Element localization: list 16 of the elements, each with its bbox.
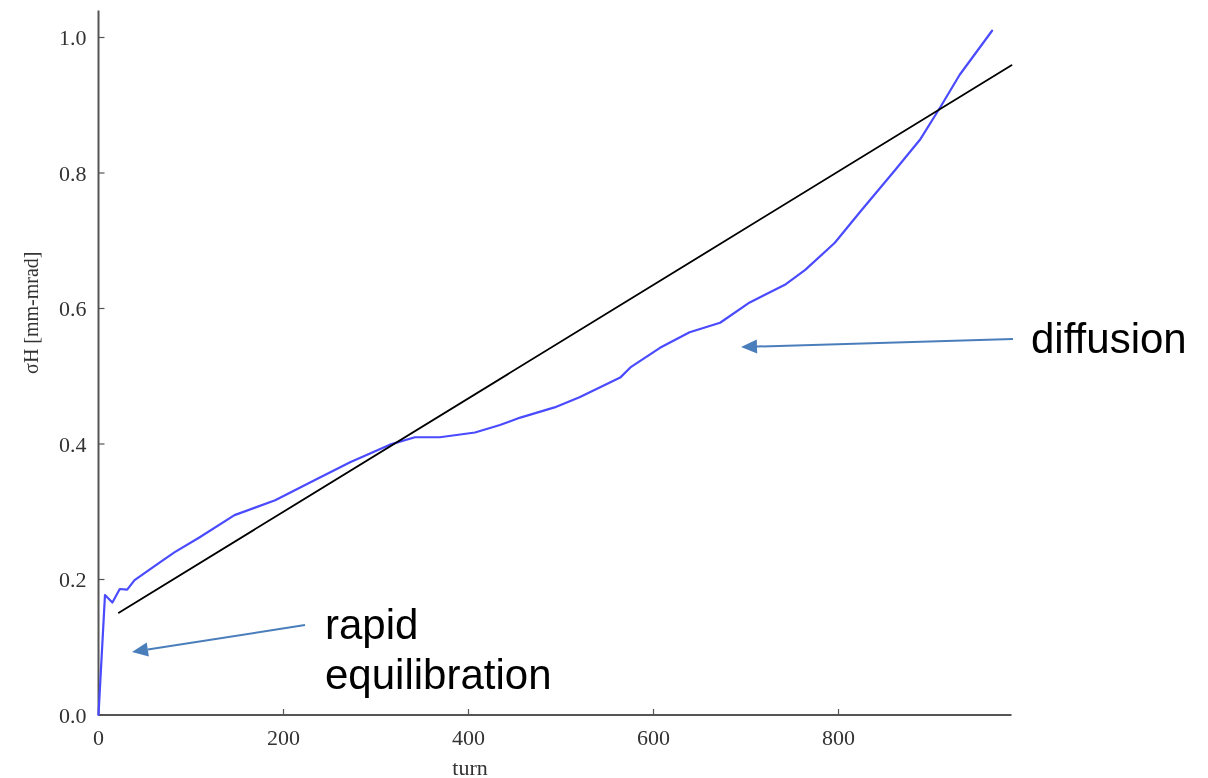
y-tick-label: 1.0 bbox=[59, 25, 87, 51]
x-axis-title: turn bbox=[452, 755, 488, 778]
x-tick-label: 800 bbox=[822, 725, 856, 750]
annotation: rapid equilibration bbox=[325, 601, 552, 698]
x-tick-label: 600 bbox=[637, 725, 671, 750]
line-series bbox=[97, 29, 994, 717]
y-tick-label: 0.2 bbox=[59, 567, 87, 593]
y-tick-label: 0.8 bbox=[59, 160, 87, 186]
x-tick-label: 200 bbox=[267, 725, 301, 750]
x-tick-label: 400 bbox=[452, 725, 486, 750]
y-axis-title: σH [mm-mrad] bbox=[20, 251, 42, 374]
text: diffusion bbox=[1031, 315, 1187, 362]
x-tick-label: 0 bbox=[93, 725, 104, 750]
y-tick-label: 0.4 bbox=[59, 431, 87, 457]
y-tick-label: 0.0 bbox=[59, 702, 87, 728]
y-tick-label: 0.6 bbox=[59, 296, 87, 322]
